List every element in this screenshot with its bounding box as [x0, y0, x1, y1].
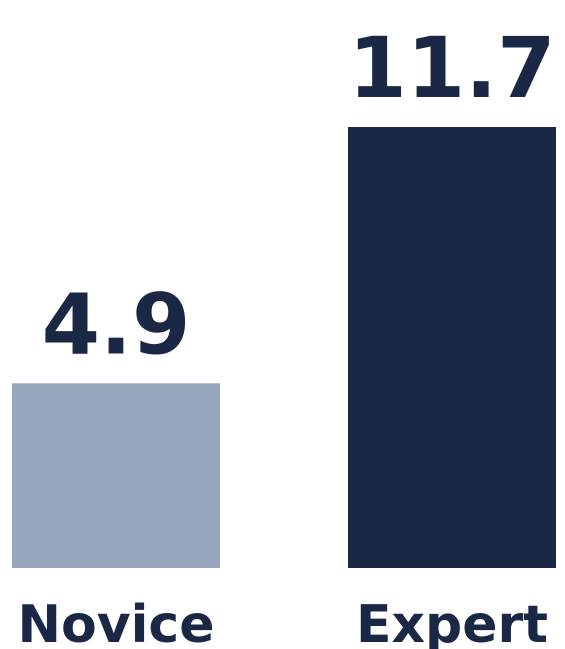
data-label-expert: 11.7	[348, 19, 555, 117]
bar-expert	[348, 127, 556, 568]
data-label-novice: 4.9	[42, 275, 191, 373]
bar-novice	[12, 383, 220, 568]
category-label-expert: Expert	[356, 595, 548, 649]
category-label-novice: Novice	[17, 595, 214, 649]
